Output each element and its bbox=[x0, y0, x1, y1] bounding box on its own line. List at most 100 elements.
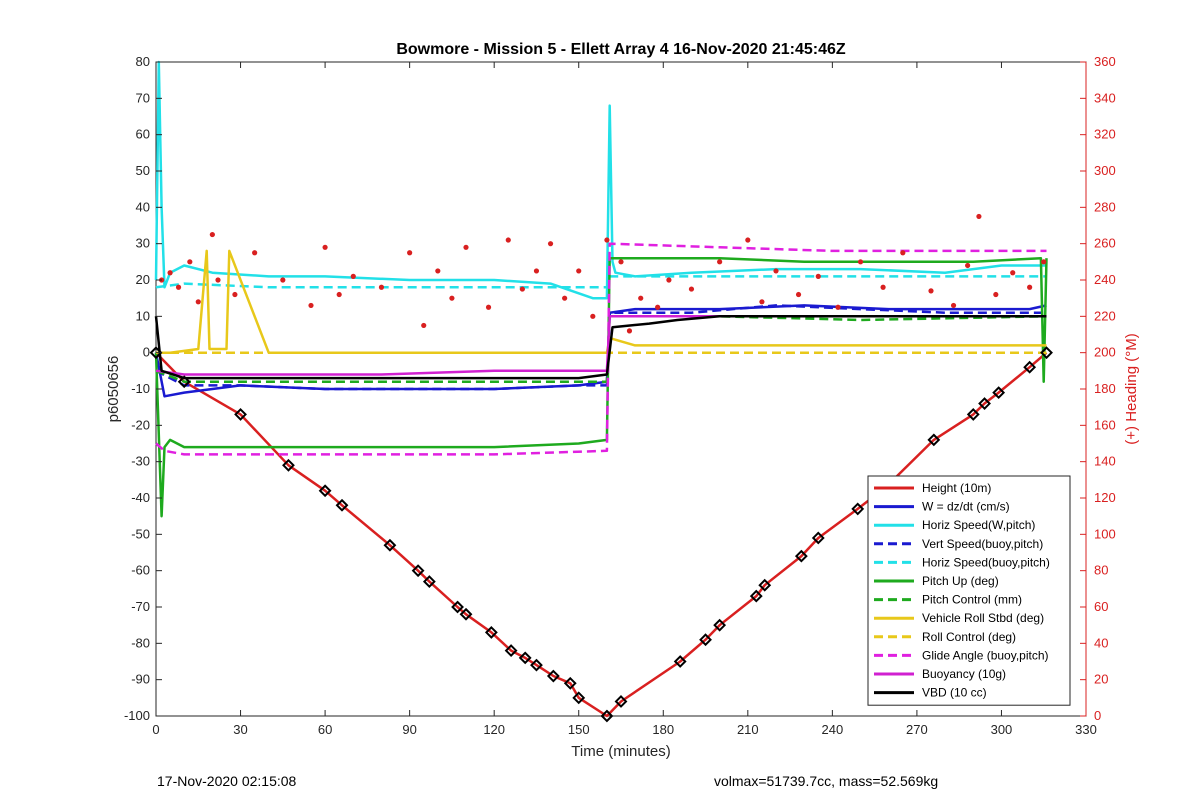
x-tick-label: 150 bbox=[568, 722, 590, 737]
heading-point bbox=[590, 313, 596, 319]
y-tick-label: -10 bbox=[131, 381, 150, 396]
height-marker bbox=[978, 397, 991, 410]
y-tick-label: 80 bbox=[136, 54, 150, 69]
y-tick-label: 20 bbox=[136, 272, 150, 287]
y-tick-label: -60 bbox=[131, 563, 150, 578]
height-marker bbox=[966, 408, 980, 421]
heading-point bbox=[688, 286, 695, 292]
heading-point bbox=[350, 273, 356, 279]
legend-box bbox=[867, 475, 1071, 706]
legend-label-vbd-10-cc: VBD (10 cc) bbox=[922, 686, 987, 700]
x-tick-label: 270 bbox=[906, 722, 928, 737]
x-tick-label: 240 bbox=[822, 722, 844, 737]
series-horiz-speed-buoy-pitch-line bbox=[155, 275, 1047, 289]
heading-point bbox=[993, 291, 999, 298]
y-tick-label: -20 bbox=[131, 417, 150, 432]
height-marker bbox=[927, 433, 941, 447]
y2-axis-label: (+) Heading (°M) bbox=[1123, 333, 1140, 444]
heading-point bbox=[1041, 259, 1047, 265]
height-marker bbox=[546, 669, 560, 683]
height-marker bbox=[758, 578, 772, 592]
x-tick-label: 300 bbox=[991, 722, 1013, 737]
y-tick-label: 10 bbox=[136, 308, 150, 323]
height-marker bbox=[851, 502, 865, 516]
heading-point bbox=[717, 259, 723, 265]
y-tick-label: -50 bbox=[131, 526, 150, 541]
heading-point bbox=[252, 250, 258, 256]
heading-point bbox=[215, 277, 221, 283]
heading-point bbox=[626, 328, 633, 334]
y-tick-label: -70 bbox=[131, 599, 150, 614]
x-tick-label: 30 bbox=[233, 722, 247, 737]
height-marker bbox=[318, 484, 332, 498]
heading-point bbox=[857, 259, 864, 265]
heading-point bbox=[421, 322, 427, 329]
heading-point bbox=[1010, 270, 1016, 276]
height-marker bbox=[572, 691, 586, 705]
height-marker bbox=[1040, 346, 1053, 360]
x-tick-label: 330 bbox=[1075, 722, 1097, 737]
chart-title: Bowmore - Mission 5 - Ellett Array 4 16-… bbox=[396, 41, 846, 58]
y2-tick-label: 300 bbox=[1094, 163, 1116, 178]
legend: Height (10m) W = dz/dt (cm/s) Horiz Speed(… bbox=[867, 475, 1071, 706]
heading-point bbox=[773, 268, 779, 274]
height-marker bbox=[451, 600, 464, 614]
x-axis-label: Time (minutes) bbox=[571, 743, 670, 760]
height-marker bbox=[282, 458, 295, 472]
x-tick-label: 0 bbox=[152, 722, 159, 737]
axes-layer: 0 30 60 90 120 150 180 210 240 270 300 330-100-90-8… bbox=[124, 54, 1116, 737]
heading-point bbox=[280, 277, 286, 283]
heading-point bbox=[187, 259, 193, 265]
y-tick-label: -30 bbox=[131, 454, 150, 469]
height-marker bbox=[600, 709, 614, 723]
heading-point bbox=[618, 259, 624, 265]
heading-point bbox=[175, 284, 182, 290]
legend-label-glide-angle-buoy-pitch: Glide Angle (buoy,pitch) bbox=[922, 648, 1049, 662]
heading-point bbox=[485, 304, 492, 310]
y-tick-label: -80 bbox=[131, 635, 150, 650]
legend-label-height-10m: Height (10m) bbox=[922, 481, 991, 495]
y2-tick-label: 220 bbox=[1094, 308, 1116, 323]
heading-point bbox=[976, 213, 982, 220]
y2-tick-label: 0 bbox=[1094, 708, 1101, 723]
heading-point bbox=[950, 302, 957, 309]
height-marker bbox=[794, 549, 808, 563]
heading-point bbox=[815, 273, 821, 279]
heading-layer bbox=[159, 213, 1047, 334]
footer-timestamp: 17-Nov-2020 02:15:08 bbox=[157, 773, 297, 789]
heading-point bbox=[745, 237, 751, 243]
y-tick-label: -40 bbox=[131, 490, 150, 505]
heading-point bbox=[449, 295, 455, 301]
legend-label-pitch-control-mm: Pitch Control (mm) bbox=[922, 593, 1022, 607]
footer-stats: volmax=51739.7cc, mass=52.569kg bbox=[714, 773, 939, 789]
height-marker bbox=[335, 498, 349, 512]
height-marker bbox=[811, 531, 825, 545]
y2-tick-label: 320 bbox=[1094, 127, 1116, 142]
height-marker bbox=[713, 618, 727, 632]
series-layer bbox=[154, 60, 1048, 718]
heading-point bbox=[576, 268, 582, 274]
y2-tick-label: 140 bbox=[1094, 454, 1116, 469]
heading-point bbox=[167, 270, 173, 276]
heading-point bbox=[759, 299, 765, 305]
height-marker bbox=[1023, 360, 1037, 374]
y2-tick-label: 40 bbox=[1094, 635, 1108, 650]
legend-label-horiz-speed-buoy-pitch: Horiz Speed(buoy,pitch) bbox=[922, 555, 1050, 569]
y2-tick-label: 340 bbox=[1094, 90, 1116, 105]
heading-point bbox=[604, 237, 610, 243]
height-marker bbox=[149, 346, 163, 360]
height-marker bbox=[459, 607, 473, 621]
y2-tick-label: 240 bbox=[1094, 272, 1116, 287]
height-marker bbox=[484, 626, 498, 639]
height-marker bbox=[749, 589, 763, 603]
heading-point bbox=[928, 288, 934, 294]
y2-tick-label: 160 bbox=[1094, 417, 1116, 432]
legend-label-roll-control-deg: Roll Control (deg) bbox=[922, 630, 1016, 644]
heading-point bbox=[835, 304, 841, 310]
legend-label-vert-speed-buoy-pitch: Vert Speed(buoy,pitch) bbox=[922, 537, 1043, 551]
heading-point bbox=[1027, 284, 1033, 290]
heading-point bbox=[519, 286, 525, 292]
heading-point bbox=[435, 268, 441, 274]
height-marker bbox=[518, 651, 532, 665]
y2-tick-label: 360 bbox=[1094, 54, 1116, 69]
